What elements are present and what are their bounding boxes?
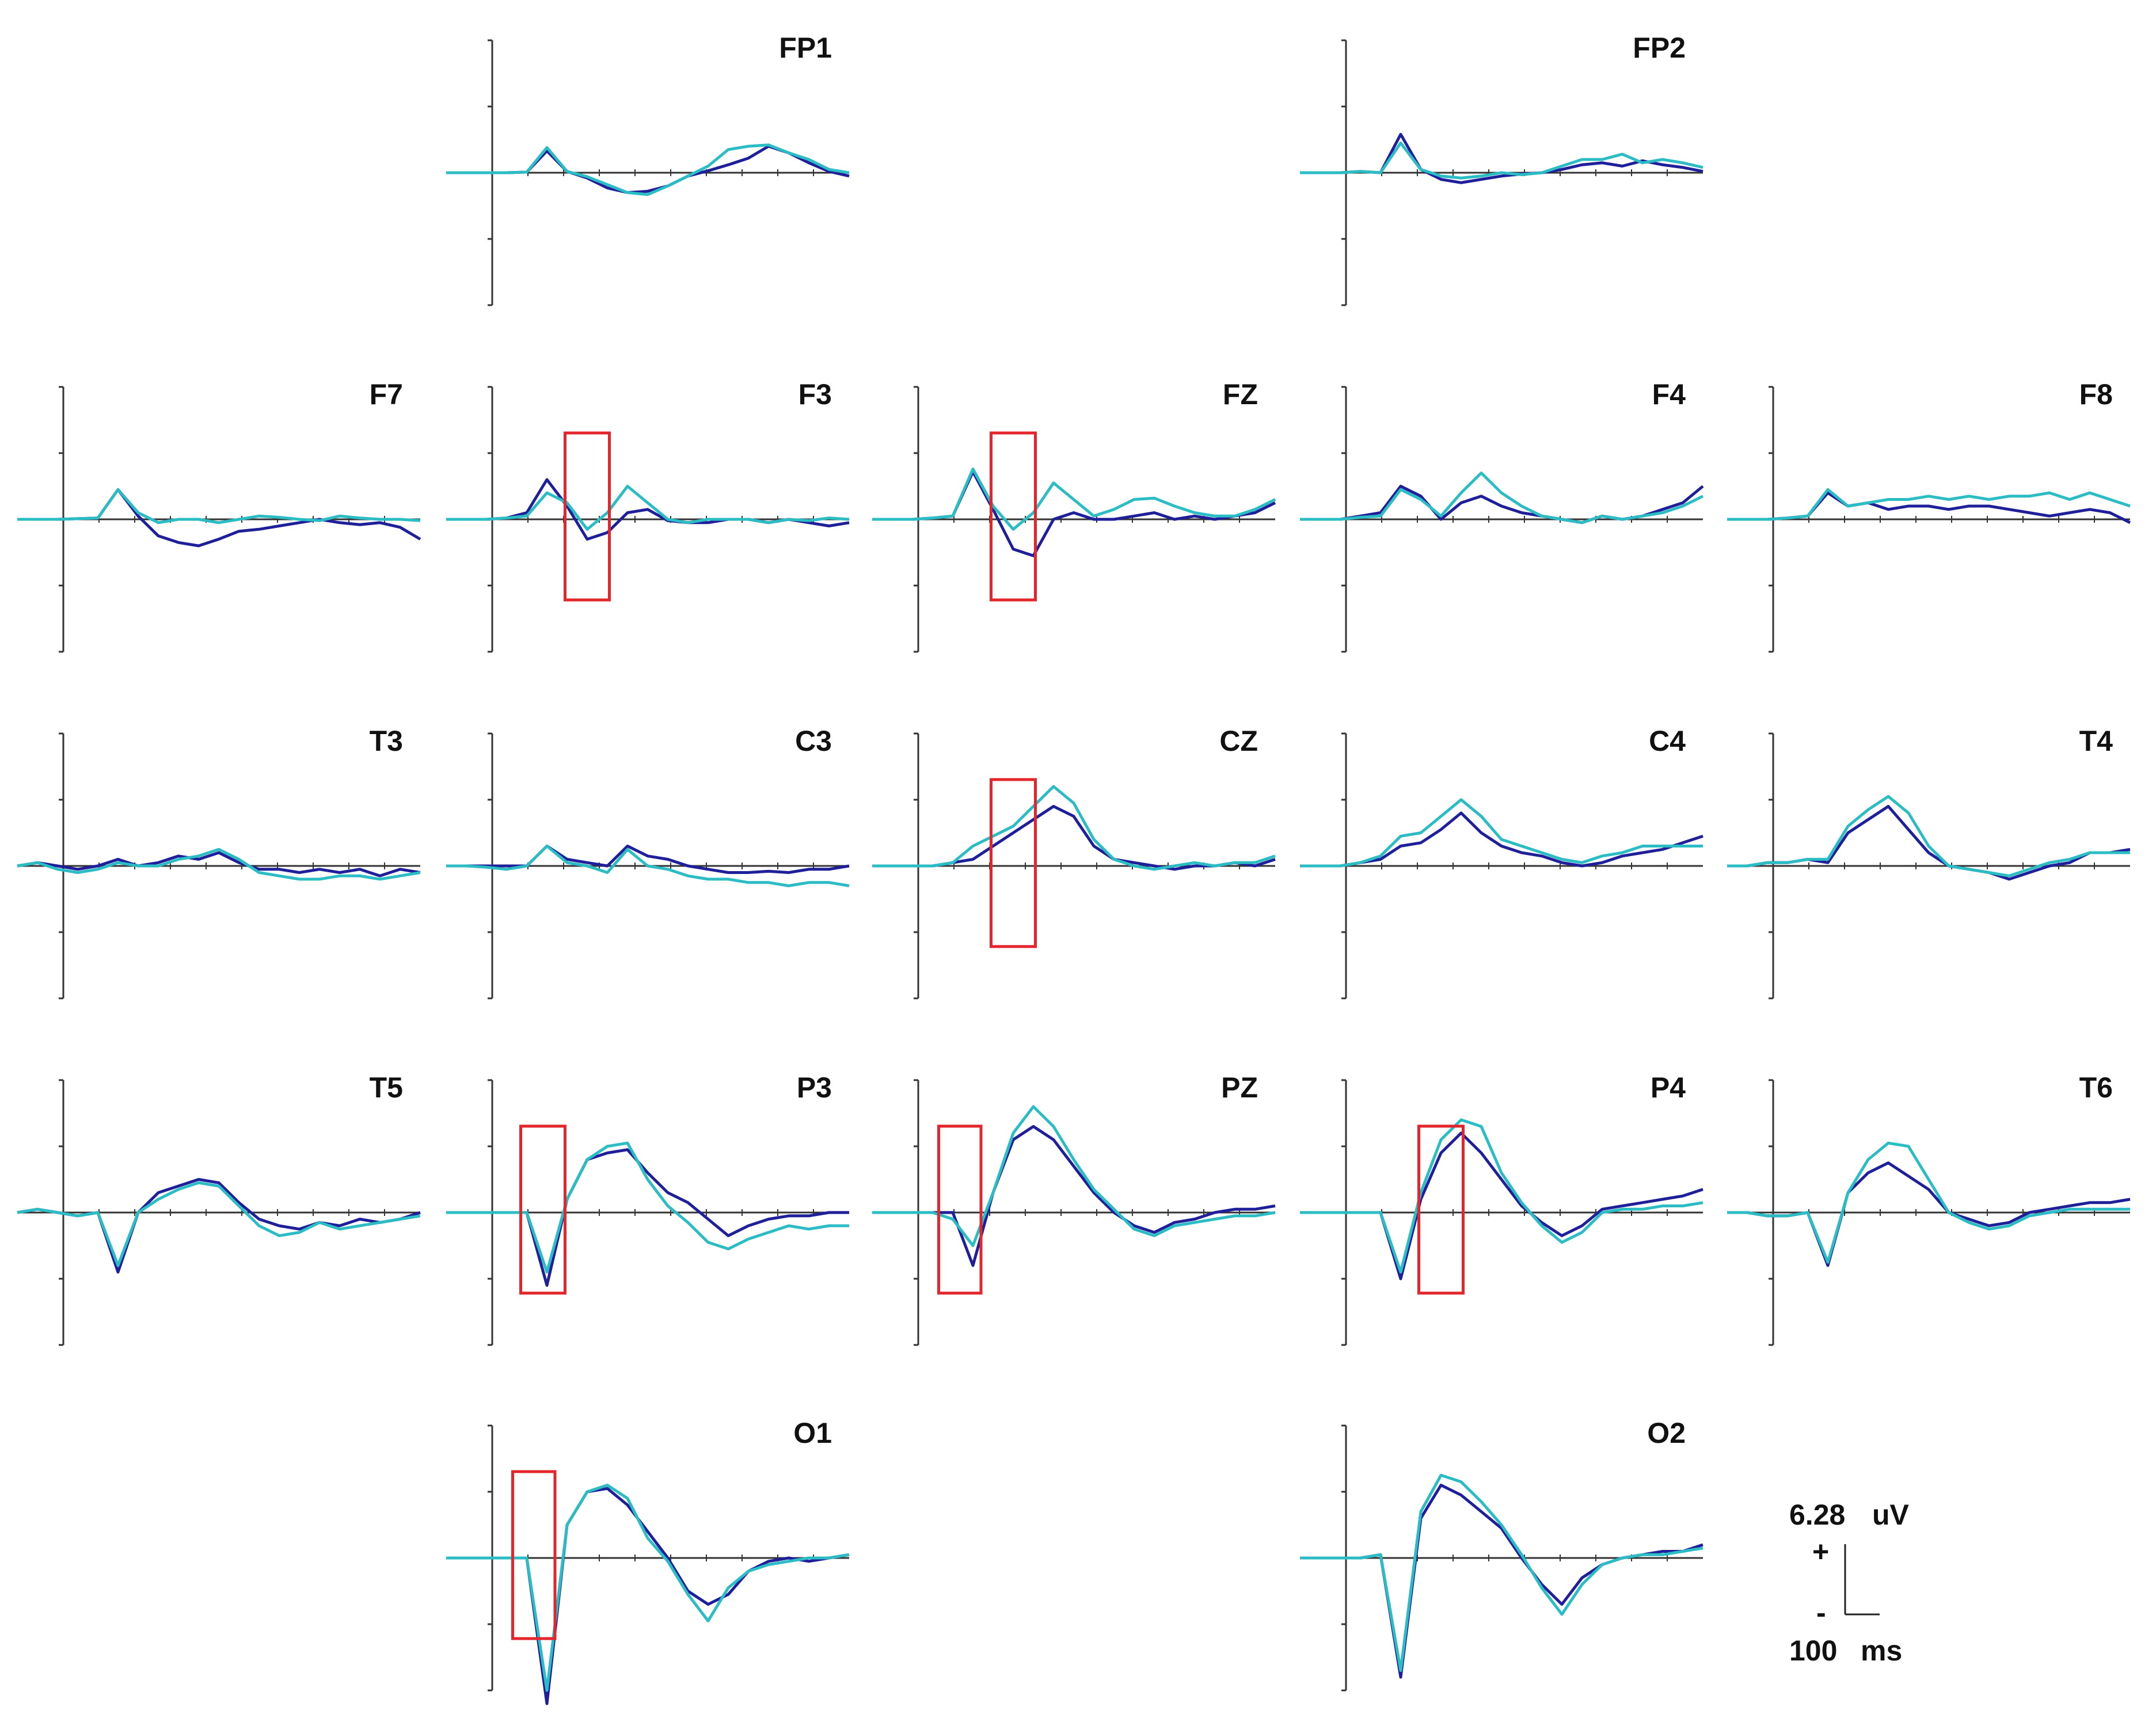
channel-panel-fz: FZ — [872, 378, 1276, 653]
channel-label-fp2: FP2 — [1633, 32, 1686, 64]
waveform-series-b — [446, 143, 850, 196]
scale-time-value: 100 — [1789, 1635, 1837, 1667]
waveform-series-b — [17, 1181, 421, 1267]
waveform-series-a — [1300, 1131, 1703, 1280]
channel-panel-f3: F3 — [446, 378, 850, 653]
waveform-series-a — [446, 478, 850, 541]
channel-panel-cz: CZ — [872, 725, 1276, 999]
waveform-series-b — [872, 468, 1276, 531]
highlight-box-p3 — [519, 1124, 566, 1295]
waveform-series-a — [446, 1487, 850, 1705]
waveform-series-b — [446, 1484, 850, 1692]
channel-panel-f7: F7 — [17, 378, 421, 653]
channel-panel-pz: PZ — [872, 1071, 1276, 1346]
channel-panel-c4: C4 — [1300, 725, 1703, 999]
waveform-series-b — [1300, 798, 1703, 868]
highlight-box-pz — [937, 1124, 983, 1295]
waveform-series-a — [1727, 805, 2131, 881]
channel-panel-t6: T6 — [1727, 1071, 2131, 1346]
waveform-series-a — [446, 845, 850, 874]
scale-time-unit: ms — [1861, 1635, 1902, 1667]
waveform-series-b — [1300, 141, 1703, 180]
channel-label-t4: T4 — [2079, 725, 2113, 757]
waveform-series-a — [1300, 132, 1703, 184]
channel-panel-p4: P4 — [1300, 1071, 1703, 1346]
highlight-box-f3 — [564, 431, 611, 602]
waveform-series-b — [1727, 488, 2131, 521]
channel-label-t5: T5 — [370, 1071, 403, 1104]
channel-label-cz: CZ — [1219, 725, 1258, 757]
channel-label-o2: O2 — [1647, 1417, 1686, 1449]
waveform-series-b — [1300, 472, 1704, 525]
channel-label-c4: C4 — [1649, 725, 1686, 757]
waveform-series-b — [1300, 1473, 1703, 1672]
waveform-series-a — [872, 1125, 1276, 1267]
channel-panel-o1: O1 — [446, 1417, 850, 1705]
channel-label-fp1: FP1 — [779, 32, 832, 64]
waveform-series-b — [872, 1105, 1276, 1247]
waveform-series-b — [872, 785, 1276, 871]
channel-label-f4: F4 — [1652, 378, 1686, 411]
waveform-series-a — [17, 851, 421, 877]
scale-minus-label: - — [1816, 1597, 1826, 1629]
highlight-boxes — [511, 431, 1465, 1640]
channel-label-t6: T6 — [2079, 1071, 2113, 1104]
highlight-box-p4 — [1417, 1124, 1465, 1295]
channel-panels: FP1 FP2 F7 F3 FZ F4 F8 T3 C3 CZ C4 T4 T5 P3 PZ P4 T6 O1 O2 — [17, 32, 2131, 1705]
scale-amplitude-unit: uV — [1872, 1499, 1910, 1531]
scale-amplitude-value: 6.28 — [1789, 1499, 1845, 1531]
waveform-series-b — [1300, 1118, 1703, 1274]
waveform-series-a — [872, 470, 1276, 557]
waveform-series-a — [446, 1148, 849, 1287]
channel-panel-t5: T5 — [17, 1071, 421, 1346]
waveform-series-a — [872, 805, 1276, 871]
channel-label-fz: FZ — [1223, 378, 1258, 411]
channel-label-o1: O1 — [793, 1417, 832, 1449]
channel-panel-c3: C3 — [446, 725, 850, 999]
highlight-box-fz — [990, 431, 1037, 602]
channel-panel-o2: O2 — [1300, 1417, 1703, 1692]
channel-label-f3: F3 — [798, 378, 832, 411]
channel-panel-f4: F4 — [1300, 378, 1704, 653]
channel-panel-f8: F8 — [1727, 378, 2131, 653]
channel-panel-fp1: FP1 — [446, 32, 850, 306]
waveform-series-b — [17, 488, 421, 525]
channel-label-f7: F7 — [370, 378, 403, 411]
waveform-series-a — [1300, 1484, 1703, 1679]
channel-panel-t3: T3 — [17, 725, 421, 999]
scale-bar: 6.28 uV + - 100 ms — [1789, 1499, 1910, 1667]
waveform-series-b — [17, 848, 421, 881]
waveform-series-b — [446, 1141, 849, 1274]
channel-panel-fp2: FP2 — [1300, 32, 1703, 306]
channel-label-f8: F8 — [2079, 378, 2113, 411]
channel-panel-t4: T4 — [1727, 725, 2131, 999]
scale-plus-label: + — [1812, 1536, 1829, 1568]
channel-label-p4: P4 — [1651, 1071, 1686, 1104]
waveform-series-b — [446, 485, 850, 531]
channel-label-pz: PZ — [1221, 1071, 1258, 1104]
highlight-box-o1 — [511, 1470, 557, 1640]
waveform-series-b — [1727, 795, 2130, 877]
highlight-box-cz — [990, 778, 1037, 948]
waveform-series-b — [1727, 1141, 2130, 1264]
channel-panel-p3: P3 — [446, 1071, 849, 1346]
channel-label-t3: T3 — [370, 725, 403, 757]
channel-label-p3: P3 — [797, 1071, 832, 1104]
waveform-series-b — [446, 845, 850, 887]
channel-label-c3: C3 — [795, 725, 832, 757]
